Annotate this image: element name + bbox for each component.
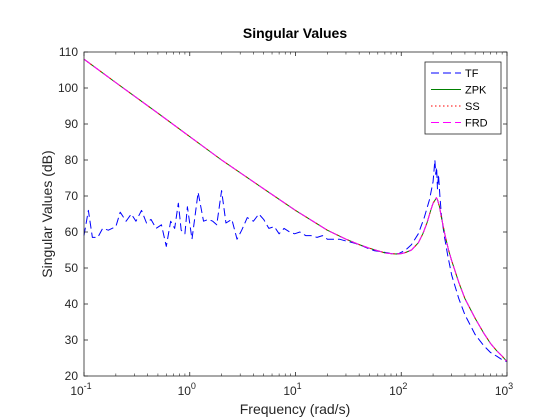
series-line-tf — [83, 159, 508, 363]
x-axis-label: Frequency (rad/s) — [240, 401, 350, 417]
x-tick-label: 10-1 — [70, 381, 91, 398]
legend: TF ZPK SS FRD — [424, 61, 502, 135]
y-tick-label: 100 — [58, 81, 78, 95]
legend-label-tf: TF — [465, 68, 479, 80]
x-tick-label: 103 — [495, 381, 513, 398]
series-layer — [83, 58, 508, 363]
legend-box — [424, 61, 502, 135]
y-tick-label: 20 — [65, 369, 79, 383]
x-tick-label: 102 — [389, 381, 407, 398]
legend-label-zpk: ZPK — [465, 85, 487, 97]
y-tick-label: 70 — [65, 189, 79, 203]
x-tick-base: 10 — [495, 384, 509, 398]
x-tick-exponent: -1 — [84, 381, 92, 391]
y-tick-label: 80 — [65, 153, 79, 167]
x-tick-exponent: 1 — [297, 381, 302, 391]
chart-title: Singular Values — [243, 25, 347, 41]
x-tick-base: 10 — [178, 384, 192, 398]
y-tick-label: 40 — [65, 297, 79, 311]
y-tick-label: 110 — [59, 45, 78, 59]
x-tick-label: 100 — [178, 381, 196, 398]
legend-label-ss: SS — [465, 101, 480, 113]
y-tick-label: 60 — [65, 225, 79, 239]
y-tick-label: 90 — [65, 117, 79, 131]
x-tick-label: 101 — [283, 381, 301, 398]
y-tick-label: 30 — [65, 333, 79, 347]
series-line-frd — [83, 58, 508, 362]
y-tick-label: 50 — [65, 261, 79, 275]
x-tick-base: 10 — [283, 384, 297, 398]
x-tick-exponent: 0 — [191, 381, 196, 391]
x-tick-base: 10 — [389, 384, 403, 398]
legend-label-frd: FRD — [465, 118, 488, 130]
x-tick-exponent: 2 — [402, 381, 407, 391]
y-axis-label: Singular Values (dB) — [39, 150, 55, 277]
x-tick-base: 10 — [70, 384, 84, 398]
x-tick-exponent: 3 — [508, 381, 513, 391]
